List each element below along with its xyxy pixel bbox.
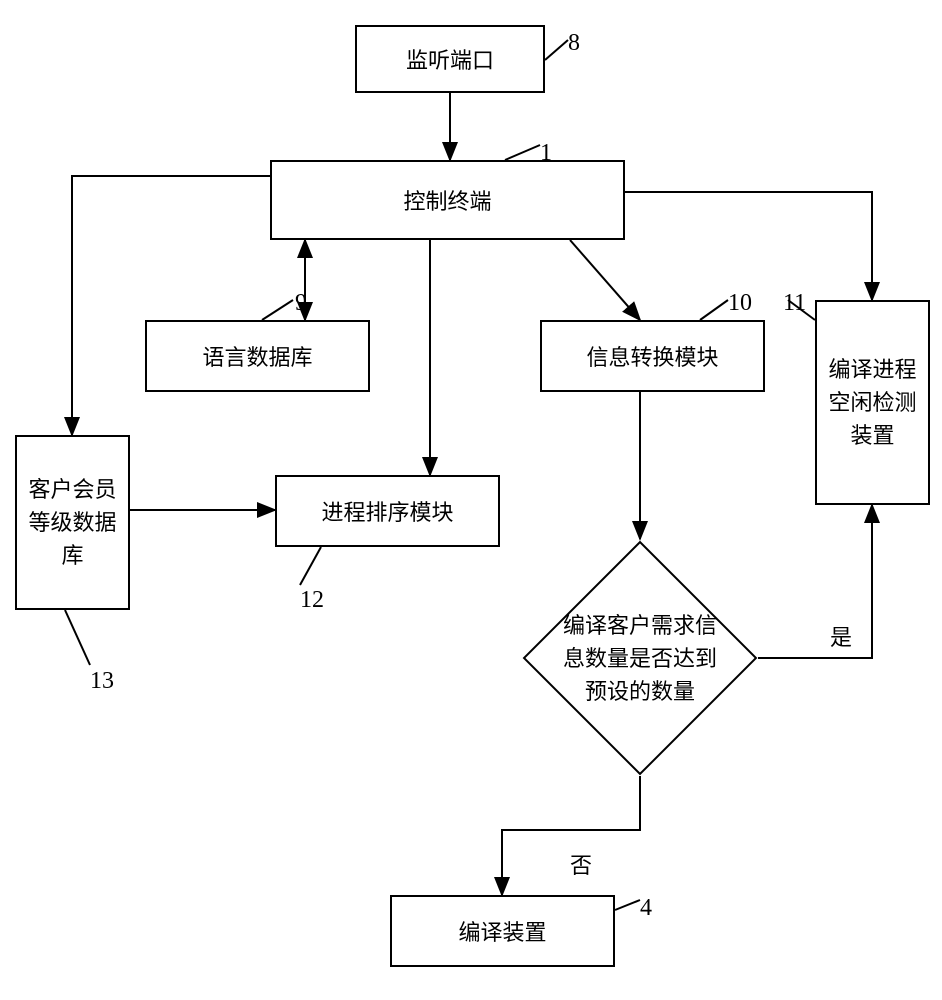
- node-text: 客户会员等级数据库: [28, 473, 116, 572]
- node-text: 进程排序模块: [321, 495, 453, 527]
- node-label-8: 8: [568, 30, 580, 57]
- node-text: 监听端口: [406, 43, 494, 75]
- node-text: 信息转换模块: [586, 340, 718, 372]
- node-label-9: 9: [295, 290, 307, 317]
- node-text: 语言数据库: [202, 340, 312, 372]
- node-listening-port: 监听端口: [355, 25, 545, 93]
- node-compile-device: 编译装置: [390, 895, 615, 967]
- node-text: 编译装置: [458, 915, 546, 947]
- node-label-4: 4: [640, 895, 652, 922]
- node-process-sort: 进程排序模块: [275, 475, 500, 547]
- edge-label-no: 否: [570, 848, 592, 880]
- node-label-11: 11: [783, 290, 806, 317]
- node-text: 编译进程空闲检测装置: [828, 353, 916, 452]
- node-language-db: 语言数据库: [145, 320, 370, 392]
- node-label-10: 10: [728, 290, 752, 317]
- node-info-convert: 信息转换模块: [540, 320, 765, 392]
- node-label-13: 13: [90, 668, 114, 695]
- node-label-12: 12: [300, 587, 324, 614]
- node-idle-detect: 编译进程空闲检测装置: [815, 300, 930, 505]
- node-text: 控制终端: [403, 184, 491, 216]
- node-control-terminal: 控制终端: [270, 160, 625, 240]
- edge-label-yes: 是: [830, 620, 852, 652]
- node-member-level-db: 客户会员等级数据库: [15, 435, 130, 610]
- node-decision: [523, 541, 758, 776]
- node-label-1: 1: [540, 140, 552, 167]
